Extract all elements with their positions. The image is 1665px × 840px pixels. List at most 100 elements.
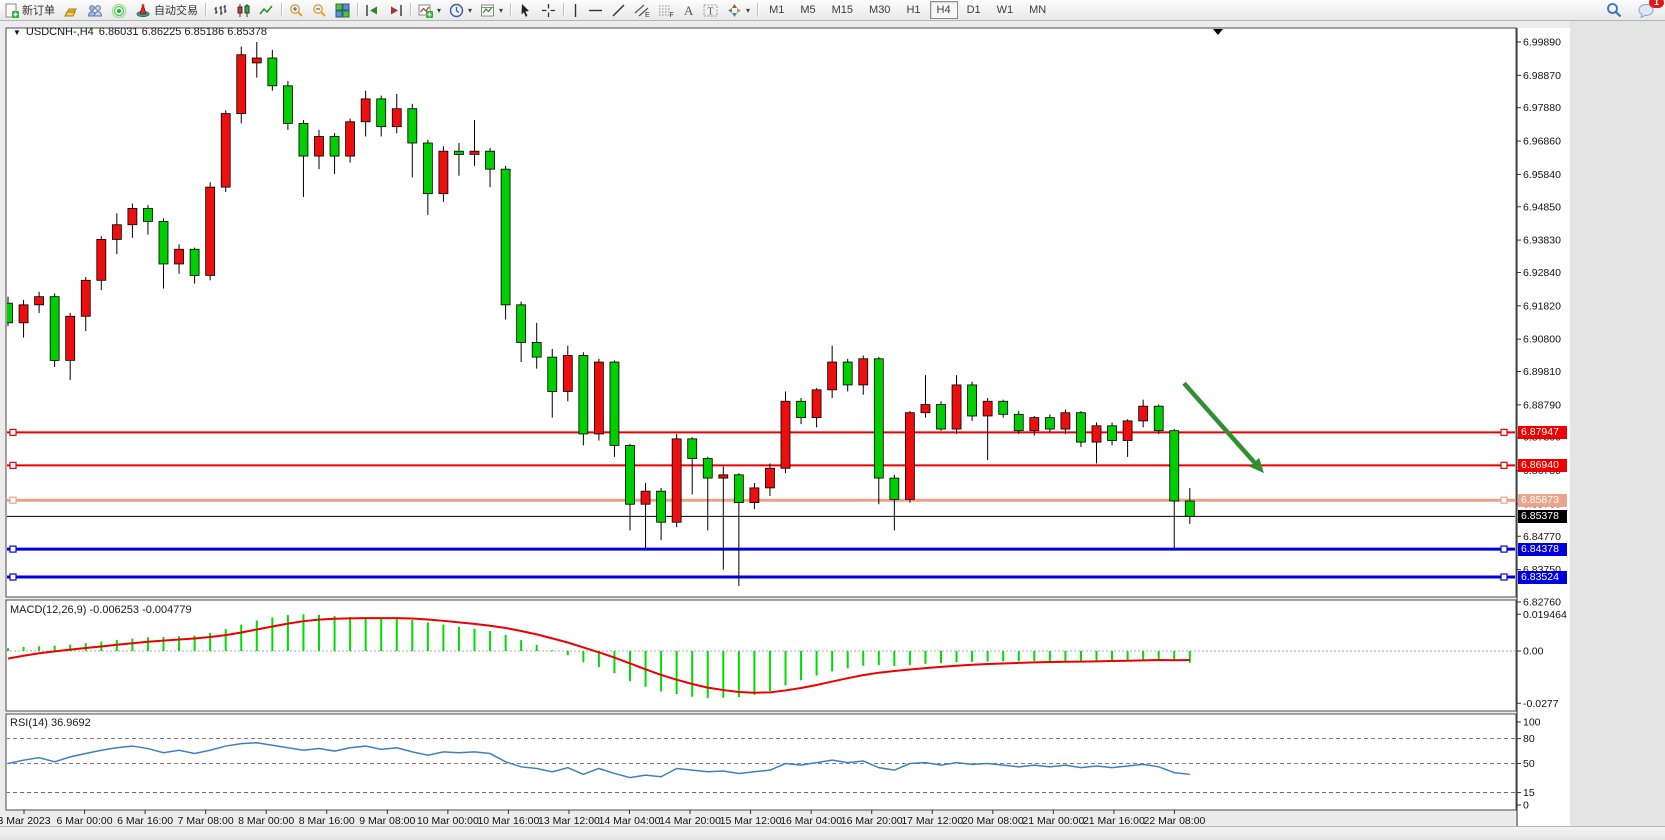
macd-axis-tick: 0.019464 <box>1523 609 1567 621</box>
chevron-down-icon: ▾ <box>468 5 473 15</box>
time-axis-label: 3 Mar 2023 <box>0 815 51 827</box>
line-handle[interactable] <box>9 545 17 553</box>
timeframe-button-m15[interactable]: M15 <box>831 4 854 16</box>
chevron-down-icon: ▾ <box>499 5 504 15</box>
chart-symbol-header[interactable]: ▼ USDCNH-,H4 6.86031 6.86225 6.85186 6.8… <box>13 26 267 38</box>
fibonacci-button[interactable]: F <box>654 0 678 20</box>
auto-scroll-button[interactable] <box>361 0 384 20</box>
rsi-axis-tick: 15 <box>1523 787 1535 799</box>
price-axis-tick: 6.82760 <box>1523 596 1561 608</box>
line-handle[interactable] <box>9 496 17 504</box>
crosshair-icon <box>541 3 556 18</box>
current-price-tag: 6.85378 <box>1518 509 1567 523</box>
toolbar-separator <box>281 3 282 17</box>
rsi-panel[interactable] <box>5 713 1517 811</box>
svg-text:E: E <box>645 12 650 18</box>
toolbar-separator <box>757 3 759 17</box>
autotrading-button[interactable]: 自动交易 <box>131 0 202 20</box>
line-handle[interactable] <box>9 573 17 581</box>
chart-shift-marker[interactable] <box>1213 29 1223 35</box>
time-axis-label: 17 Mar 12:00 <box>901 815 963 827</box>
candle-chart-button[interactable] <box>232 0 255 20</box>
line-handle[interactable] <box>9 461 17 469</box>
chart-shift-button[interactable] <box>384 0 407 20</box>
line-handle[interactable] <box>1500 496 1508 504</box>
channel-icon: E <box>634 3 650 18</box>
text-button[interactable]: A <box>678 0 699 20</box>
indicators-button[interactable]: ▾ <box>414 0 445 20</box>
zoom-out-icon <box>312 3 327 18</box>
bar-chart-button[interactable] <box>209 0 232 20</box>
gold-icon <box>63 3 79 18</box>
rsi-axis-tick: 80 <box>1523 733 1535 745</box>
timeframe-button-m5[interactable]: M5 <box>800 4 816 16</box>
shapes-button[interactable]: ▾ <box>723 0 754 20</box>
time-axis-label: 21 Mar 16:00 <box>1083 815 1145 827</box>
cursor-icon <box>518 3 533 18</box>
periods-icon <box>449 3 464 18</box>
timeframe-button-h1[interactable]: H1 <box>906 4 921 16</box>
price-axis-tick: 6.90800 <box>1523 334 1561 346</box>
tile-windows-button[interactable] <box>331 0 354 20</box>
indicators-icon <box>418 3 433 18</box>
timeframe-button-m30[interactable]: M30 <box>869 4 891 16</box>
zoom-out-button[interactable] <box>308 0 331 20</box>
gold-button[interactable] <box>59 0 83 20</box>
trend-arrow[interactable] <box>1182 381 1260 468</box>
price-axis-tick: 6.99890 <box>1523 37 1561 49</box>
new-order-button[interactable]: 新订单 <box>0 0 59 20</box>
level-price-tag: 6.84378 <box>1518 542 1567 556</box>
cursor-button[interactable] <box>514 0 537 20</box>
line-chart-icon <box>259 3 274 18</box>
macd-series <box>7 614 1515 699</box>
line-handle[interactable] <box>1500 461 1508 469</box>
notification-badge: 1 <box>1649 0 1664 8</box>
periods-button[interactable]: ▾ <box>445 0 476 20</box>
trendline-button[interactable] <box>607 0 630 20</box>
chevron-down-icon: ▾ <box>437 5 442 15</box>
channel-button[interactable]: E <box>630 0 654 20</box>
macd-signal-value: -0.004779 <box>142 604 192 616</box>
timeframe-button-h4[interactable]: H4 <box>929 1 958 19</box>
toolbar-separator <box>563 3 565 17</box>
line-chart-button[interactable] <box>255 0 278 20</box>
zoom-in-button[interactable] <box>285 0 308 20</box>
horizontal-line-button[interactable] <box>584 0 607 20</box>
main-price-panel[interactable] <box>5 27 1517 598</box>
toolbar-separator <box>205 3 206 17</box>
auto-scroll-icon <box>365 3 380 18</box>
macd-axis-tick: -0.0277 <box>1523 698 1559 710</box>
price-axis-tick: 6.88790 <box>1523 399 1561 411</box>
timeframe-button-m1[interactable]: M1 <box>769 4 785 16</box>
timeframe-button-d1[interactable]: D1 <box>966 4 981 16</box>
price-axis-tick: 6.91820 <box>1523 300 1561 312</box>
crosshair-button[interactable] <box>537 0 560 20</box>
candle-chart-icon <box>236 3 251 18</box>
line-handle[interactable] <box>1500 428 1508 437</box>
macd-value: -0.006253 <box>89 604 140 616</box>
line-handle[interactable] <box>9 428 17 437</box>
main-toolbar: 新订单 自动交易 ▾ ▾ ▾ E F A T ▾ M1 M5 M15 M30 H1 H4 D1 W1 MN 1 <box>0 0 1665 21</box>
time-axis-label: 22 Mar 08:00 <box>1144 815 1206 827</box>
timeframe-button-mn[interactable]: MN <box>1029 4 1047 16</box>
line-handle[interactable] <box>1500 573 1508 581</box>
svg-text:A: A <box>684 3 694 18</box>
vertical-line-button[interactable] <box>567 0 584 20</box>
time-axis-label: 14 Mar 20:00 <box>659 815 721 827</box>
signals-button[interactable] <box>107 0 131 20</box>
vertical-line-icon <box>571 3 580 18</box>
rsi-axis-tick: 50 <box>1523 758 1535 770</box>
time-axis-label: 16 Mar 04:00 <box>780 815 842 827</box>
line-handle[interactable] <box>1500 545 1508 553</box>
notifications-button[interactable]: 1 <box>1634 0 1664 20</box>
svg-text:F: F <box>670 12 674 18</box>
macd-panel[interactable] <box>5 599 1517 712</box>
templates-button[interactable]: ▾ <box>476 0 507 20</box>
text-label-button[interactable]: T <box>699 0 723 20</box>
search-button[interactable] <box>1602 0 1626 20</box>
timeframe-button-w1[interactable]: W1 <box>996 4 1014 16</box>
rsi-series <box>7 738 1515 793</box>
profiles-button[interactable] <box>83 0 107 20</box>
